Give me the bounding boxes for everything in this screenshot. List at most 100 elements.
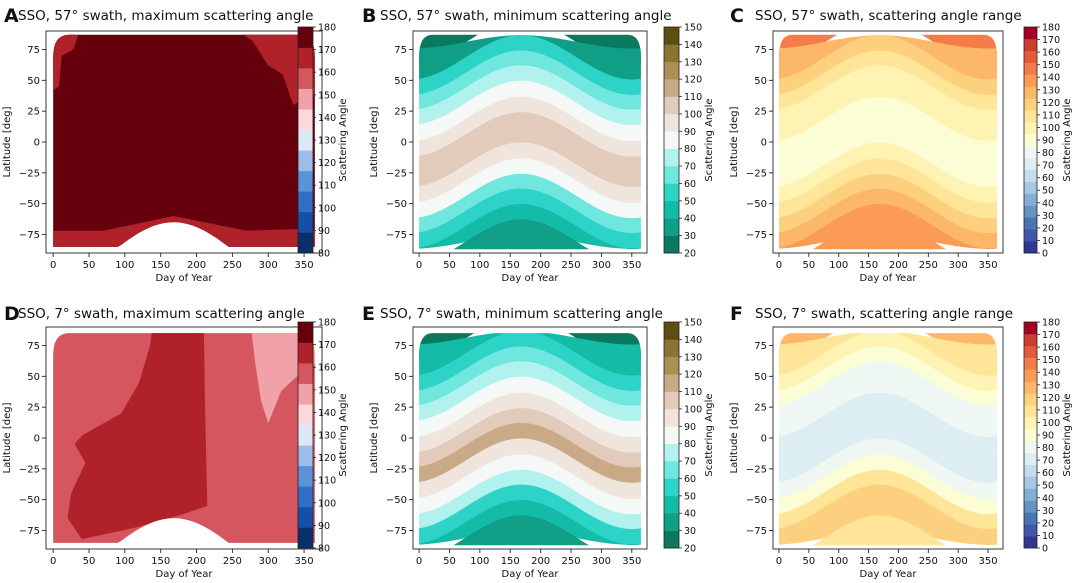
colorbar-segment <box>1024 157 1037 171</box>
colorbar-tick-label: 70 <box>684 162 696 173</box>
y-tick-label: 75 <box>27 341 40 352</box>
colorbar-segment <box>664 183 679 202</box>
x-tick-label: 300 <box>592 260 611 271</box>
panel-c: C SSO, 57° swath, scattering angle range 0… <box>729 5 1072 284</box>
colorbar-segment <box>298 506 313 528</box>
colorbar-frame <box>663 321 680 549</box>
contour-band <box>228 34 315 105</box>
colorbar-segment <box>1024 452 1037 466</box>
y-tick-label: −50 <box>746 495 767 506</box>
x-tick-label: 300 <box>949 260 968 271</box>
colorbar-tick-label: 50 <box>684 491 696 502</box>
x-axis-label: Day of Year <box>156 273 214 284</box>
colorbar-segment <box>1024 38 1037 52</box>
colorbar-segment <box>1024 500 1037 513</box>
colorbar-segment <box>664 218 679 236</box>
colorbar-tick-label: 100 <box>684 404 702 415</box>
colorbar-tick-label: 130 <box>1042 380 1060 391</box>
colorbar-segment <box>664 27 679 45</box>
x-tick-label: 300 <box>949 556 968 567</box>
x-tick-label: 250 <box>561 260 580 271</box>
x-tick-label: 250 <box>919 556 938 567</box>
y-tick-label: −25 <box>746 168 767 179</box>
y-axis-label: Latitude [deg] <box>729 106 740 177</box>
y-tick-label: −25 <box>19 168 40 179</box>
colorbar-tick-label: 90 <box>1042 431 1054 442</box>
x-tick-label: 0 <box>50 260 56 271</box>
colorbar-label: Scattering Angle <box>338 393 349 476</box>
colorbar-tick-label: 10 <box>1042 236 1054 247</box>
colorbar-segment <box>1024 62 1037 75</box>
colorbar-tick-label: 160 <box>1042 343 1060 354</box>
plot-area <box>419 34 641 250</box>
x-tick-label: 150 <box>151 556 170 567</box>
colorbar-segment <box>298 383 313 405</box>
colorbar-tick-label: 40 <box>1042 198 1054 209</box>
colorbar-segment <box>664 478 679 497</box>
colorbar-tick-label: 100 <box>318 498 336 509</box>
colorbar-segment <box>1024 488 1037 501</box>
y-tick-label: −25 <box>746 464 767 475</box>
colorbar-segment <box>298 486 313 508</box>
colorbar-segment <box>664 166 679 184</box>
colorbar-tick-label: 140 <box>684 40 702 51</box>
colorbar-segment <box>1024 357 1037 370</box>
colorbar-tick-label: 30 <box>684 526 696 537</box>
colorbar-segment <box>1024 193 1037 206</box>
colorbar-segment <box>664 408 679 427</box>
x-tick-label: 50 <box>443 556 456 567</box>
colorbar-segment <box>664 339 679 358</box>
colorbar-segment <box>1024 181 1037 194</box>
x-tick-label: 50 <box>802 260 815 271</box>
y-tick-label: −50 <box>386 199 407 210</box>
colorbar-tick-label: 80 <box>318 544 330 555</box>
colorbar-segment <box>1024 74 1037 87</box>
colorbar-segment <box>664 374 679 392</box>
x-tick-label: 350 <box>295 260 314 271</box>
x-tick-label: 0 <box>50 556 56 567</box>
plot-area <box>778 333 998 546</box>
colorbar-tick-label: 120 <box>684 370 702 381</box>
colorbar-segment <box>1024 345 1037 358</box>
colorbar-tick-label: 120 <box>684 75 702 86</box>
y-tick-label: 0 <box>34 434 40 445</box>
colorbar-segment <box>298 150 313 172</box>
colorbar-tick-label: 10 <box>1042 531 1054 542</box>
colorbar-segment <box>664 513 679 531</box>
panel-title: SSO, 7° swath, maximum scattering angle <box>18 306 305 322</box>
x-tick-label: 100 <box>829 260 848 271</box>
x-tick-label: 350 <box>622 556 641 567</box>
colorbar-segment <box>664 200 679 219</box>
colorbar-label: Scattering Angle <box>704 393 715 476</box>
colorbar-tick-label: 100 <box>1042 123 1060 134</box>
colorbar-tick-label: 150 <box>318 90 336 101</box>
colorbar-segment <box>664 44 679 63</box>
colorbar-segment <box>1024 429 1037 442</box>
x-tick-label: 50 <box>83 556 96 567</box>
colorbar-segment <box>1024 322 1037 335</box>
x-tick-label: 100 <box>115 260 134 271</box>
colorbar-tick-label: 60 <box>684 179 696 190</box>
y-tick-label: −75 <box>386 526 407 537</box>
colorbar-segment <box>298 129 313 151</box>
colorbar-tick-label: 150 <box>684 318 702 329</box>
y-tick-label: −50 <box>746 199 767 210</box>
colorbar-segment <box>664 113 679 132</box>
colorbar-tick-label: 40 <box>684 214 696 225</box>
colorbar-segment <box>664 235 679 254</box>
colorbar-label: Scattering Angle <box>338 98 349 181</box>
x-axis-label: Day of Year <box>860 569 918 580</box>
colorbar-segment <box>664 322 679 340</box>
contour-band <box>53 34 315 247</box>
y-tick-label: 0 <box>761 138 767 149</box>
colorbar-frame <box>663 26 680 254</box>
colorbar-tick-label: 110 <box>684 92 702 103</box>
colorbar-tick-label: 170 <box>318 45 336 56</box>
colorbar-segment <box>298 211 313 233</box>
colorbar-segment <box>1024 27 1037 40</box>
panel-b: B SSO, 57° swath, minimum scattering angl… <box>362 5 715 284</box>
colorbar-tick-label: 60 <box>1042 173 1054 184</box>
colorbar-segment <box>298 445 313 467</box>
colorbar-tick-label: 100 <box>1042 418 1060 429</box>
colorbar-segment <box>298 27 313 48</box>
